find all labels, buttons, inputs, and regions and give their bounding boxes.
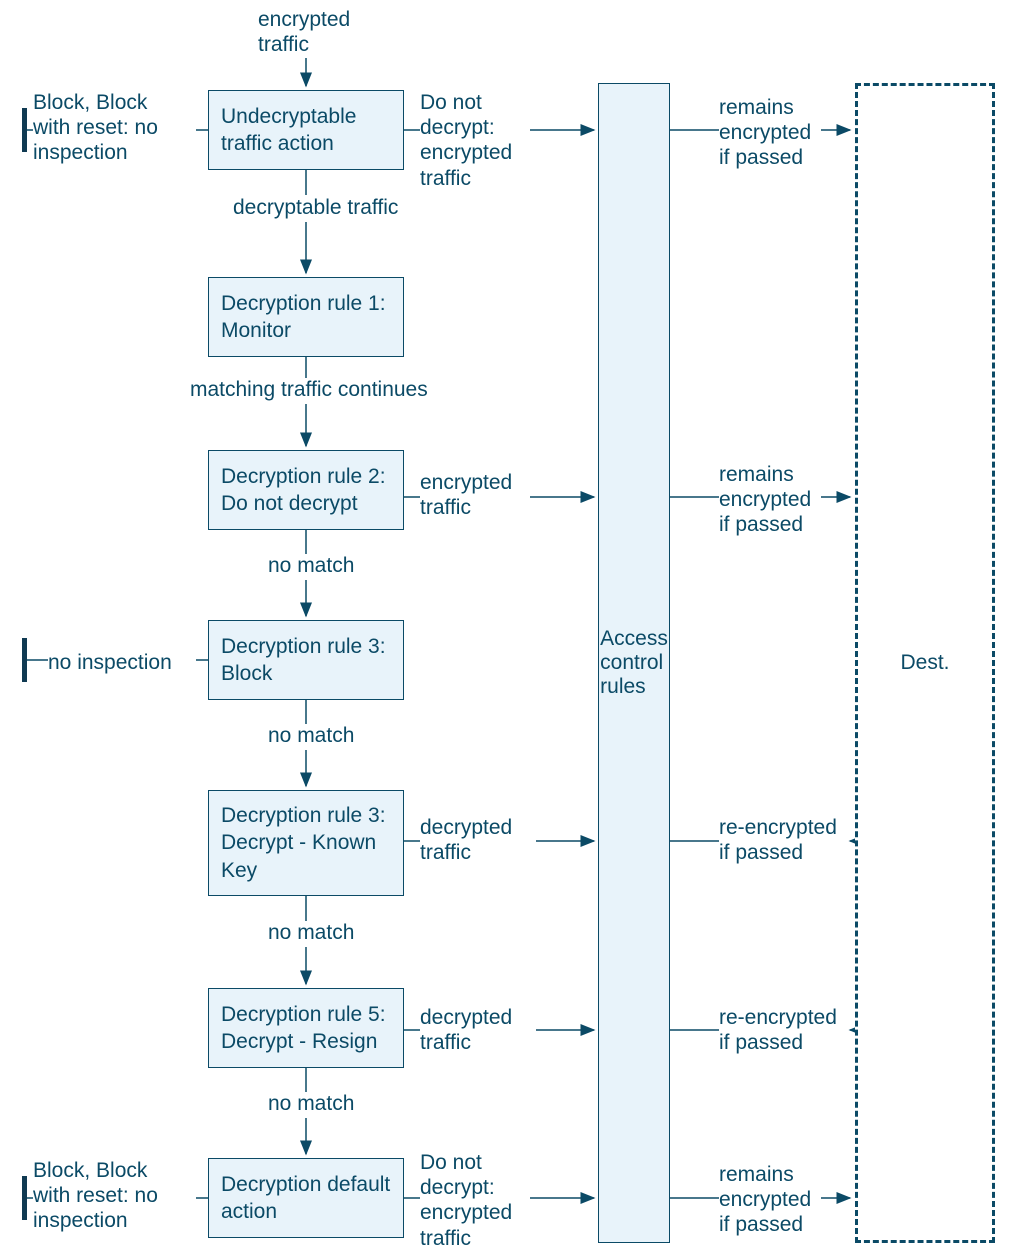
node-label: Decryption rule 5: Decrypt - Resign bbox=[221, 1001, 391, 1056]
flowchart-canvas: Undecryptable traffic action Decryption … bbox=[0, 0, 1029, 1254]
node-rule-2-do-not-decrypt: Decryption rule 2: Do not decrypt bbox=[208, 450, 404, 530]
node-undecryptable-action: Undecryptable traffic action bbox=[208, 90, 404, 170]
label-matching-continues: matching traffic continues bbox=[190, 377, 428, 402]
label-decrypted-traffic-1: decryptedtraffic bbox=[420, 815, 512, 865]
node-rule-1-monitor: Decryption rule 1: Monitor bbox=[208, 277, 404, 357]
node-label: Dest. bbox=[900, 651, 949, 675]
node-label: Decryption rule 3: Decrypt - Known Key bbox=[221, 802, 391, 884]
node-rule-5-decrypt-resign: Decryption rule 5: Decrypt - Resign bbox=[208, 988, 404, 1068]
label-no-match-3: no match bbox=[268, 920, 354, 945]
label-no-inspection: no inspection bbox=[48, 650, 172, 675]
label-re-encrypted-2: re-encryptedif passed bbox=[719, 1005, 837, 1055]
label-do-not-decrypt-2: Do notdecrypt:encryptedtraffic bbox=[420, 1150, 512, 1251]
label-re-encrypted-1: re-encryptedif passed bbox=[719, 815, 837, 865]
node-label: Decryption rule 3: Block bbox=[221, 633, 391, 688]
label-remains-encrypted-3: remainsencryptedif passed bbox=[719, 1162, 811, 1238]
label-block-reset-2: Block, Blockwith reset: noinspection bbox=[33, 1158, 158, 1234]
label-remains-encrypted-2: remainsencryptedif passed bbox=[719, 462, 811, 538]
label-no-match-2: no match bbox=[268, 723, 354, 748]
node-rule-3-decrypt-known-key: Decryption rule 3: Decrypt - Known Key bbox=[208, 790, 404, 896]
label-block-reset-1: Block, Blockwith reset: noinspection bbox=[33, 90, 158, 166]
node-default-action: Decryption default action bbox=[208, 1158, 404, 1238]
label-no-match-4: no match bbox=[268, 1091, 354, 1116]
node-label: Access control rules bbox=[594, 627, 674, 699]
node-label: Undecryptable traffic action bbox=[221, 103, 391, 158]
node-label: Decryption rule 1: Monitor bbox=[221, 290, 391, 345]
node-label: Decryption rule 2: Do not decrypt bbox=[221, 463, 391, 518]
node-destination: Dest. bbox=[855, 83, 995, 1243]
label-decryptable-traffic: decryptable traffic bbox=[233, 195, 398, 220]
label-no-match-1: no match bbox=[268, 553, 354, 578]
node-rule-3-block: Decryption rule 3: Block bbox=[208, 620, 404, 700]
node-label: Decryption default action bbox=[221, 1171, 391, 1226]
node-access-control-rules: Access control rules bbox=[598, 83, 670, 1243]
label-remains-encrypted-1: remainsencryptedif passed bbox=[719, 95, 811, 171]
label-encrypted-traffic-2: encryptedtraffic bbox=[420, 470, 512, 520]
label-decrypted-traffic-2: decryptedtraffic bbox=[420, 1005, 512, 1055]
label-do-not-decrypt-1: Do notdecrypt:encryptedtraffic bbox=[420, 90, 512, 191]
label-encrypted-traffic-in: encryptedtraffic bbox=[258, 7, 350, 57]
